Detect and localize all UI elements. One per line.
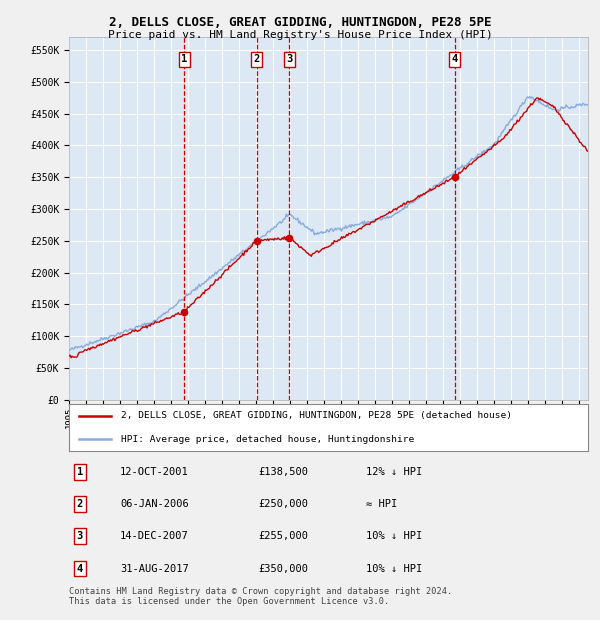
Text: 06-JAN-2006: 06-JAN-2006	[120, 499, 189, 509]
Text: £350,000: £350,000	[258, 564, 308, 574]
Text: 2, DELLS CLOSE, GREAT GIDDING, HUNTINGDON, PE28 5PE: 2, DELLS CLOSE, GREAT GIDDING, HUNTINGDO…	[109, 16, 491, 29]
Text: 12-OCT-2001: 12-OCT-2001	[120, 467, 189, 477]
Text: 1: 1	[181, 55, 187, 64]
Text: £255,000: £255,000	[258, 531, 308, 541]
Text: 2: 2	[253, 55, 260, 64]
Text: 2: 2	[77, 499, 83, 509]
Text: 4: 4	[77, 564, 83, 574]
Text: Contains HM Land Registry data © Crown copyright and database right 2024.
This d: Contains HM Land Registry data © Crown c…	[69, 587, 452, 606]
Text: HPI: Average price, detached house, Huntingdonshire: HPI: Average price, detached house, Hunt…	[121, 435, 414, 444]
Text: 10% ↓ HPI: 10% ↓ HPI	[366, 531, 422, 541]
Text: 2, DELLS CLOSE, GREAT GIDDING, HUNTINGDON, PE28 5PE (detached house): 2, DELLS CLOSE, GREAT GIDDING, HUNTINGDO…	[121, 411, 512, 420]
Text: ≈ HPI: ≈ HPI	[366, 499, 397, 509]
Text: 4: 4	[451, 55, 458, 64]
Text: 3: 3	[286, 55, 292, 64]
Text: 3: 3	[77, 531, 83, 541]
Text: 10% ↓ HPI: 10% ↓ HPI	[366, 564, 422, 574]
Text: 14-DEC-2007: 14-DEC-2007	[120, 531, 189, 541]
Text: 31-AUG-2017: 31-AUG-2017	[120, 564, 189, 574]
Text: Price paid vs. HM Land Registry's House Price Index (HPI): Price paid vs. HM Land Registry's House …	[107, 30, 493, 40]
Text: £250,000: £250,000	[258, 499, 308, 509]
Text: £138,500: £138,500	[258, 467, 308, 477]
Text: 12% ↓ HPI: 12% ↓ HPI	[366, 467, 422, 477]
Text: 1: 1	[77, 467, 83, 477]
